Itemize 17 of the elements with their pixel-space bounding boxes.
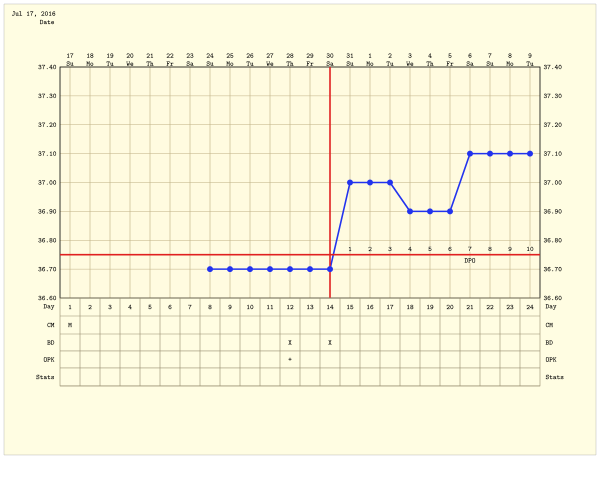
point	[207, 266, 214, 272]
point	[347, 179, 354, 186]
point	[227, 266, 234, 272]
point	[467, 150, 473, 157]
point	[507, 150, 513, 157]
point	[247, 266, 254, 272]
point	[327, 266, 334, 272]
point	[287, 266, 294, 272]
point	[407, 208, 413, 214]
point	[387, 179, 393, 186]
point	[527, 150, 533, 157]
point	[427, 208, 433, 214]
point	[307, 266, 314, 272]
point	[447, 208, 453, 214]
point	[487, 150, 493, 157]
point	[267, 266, 274, 272]
point	[367, 179, 374, 186]
